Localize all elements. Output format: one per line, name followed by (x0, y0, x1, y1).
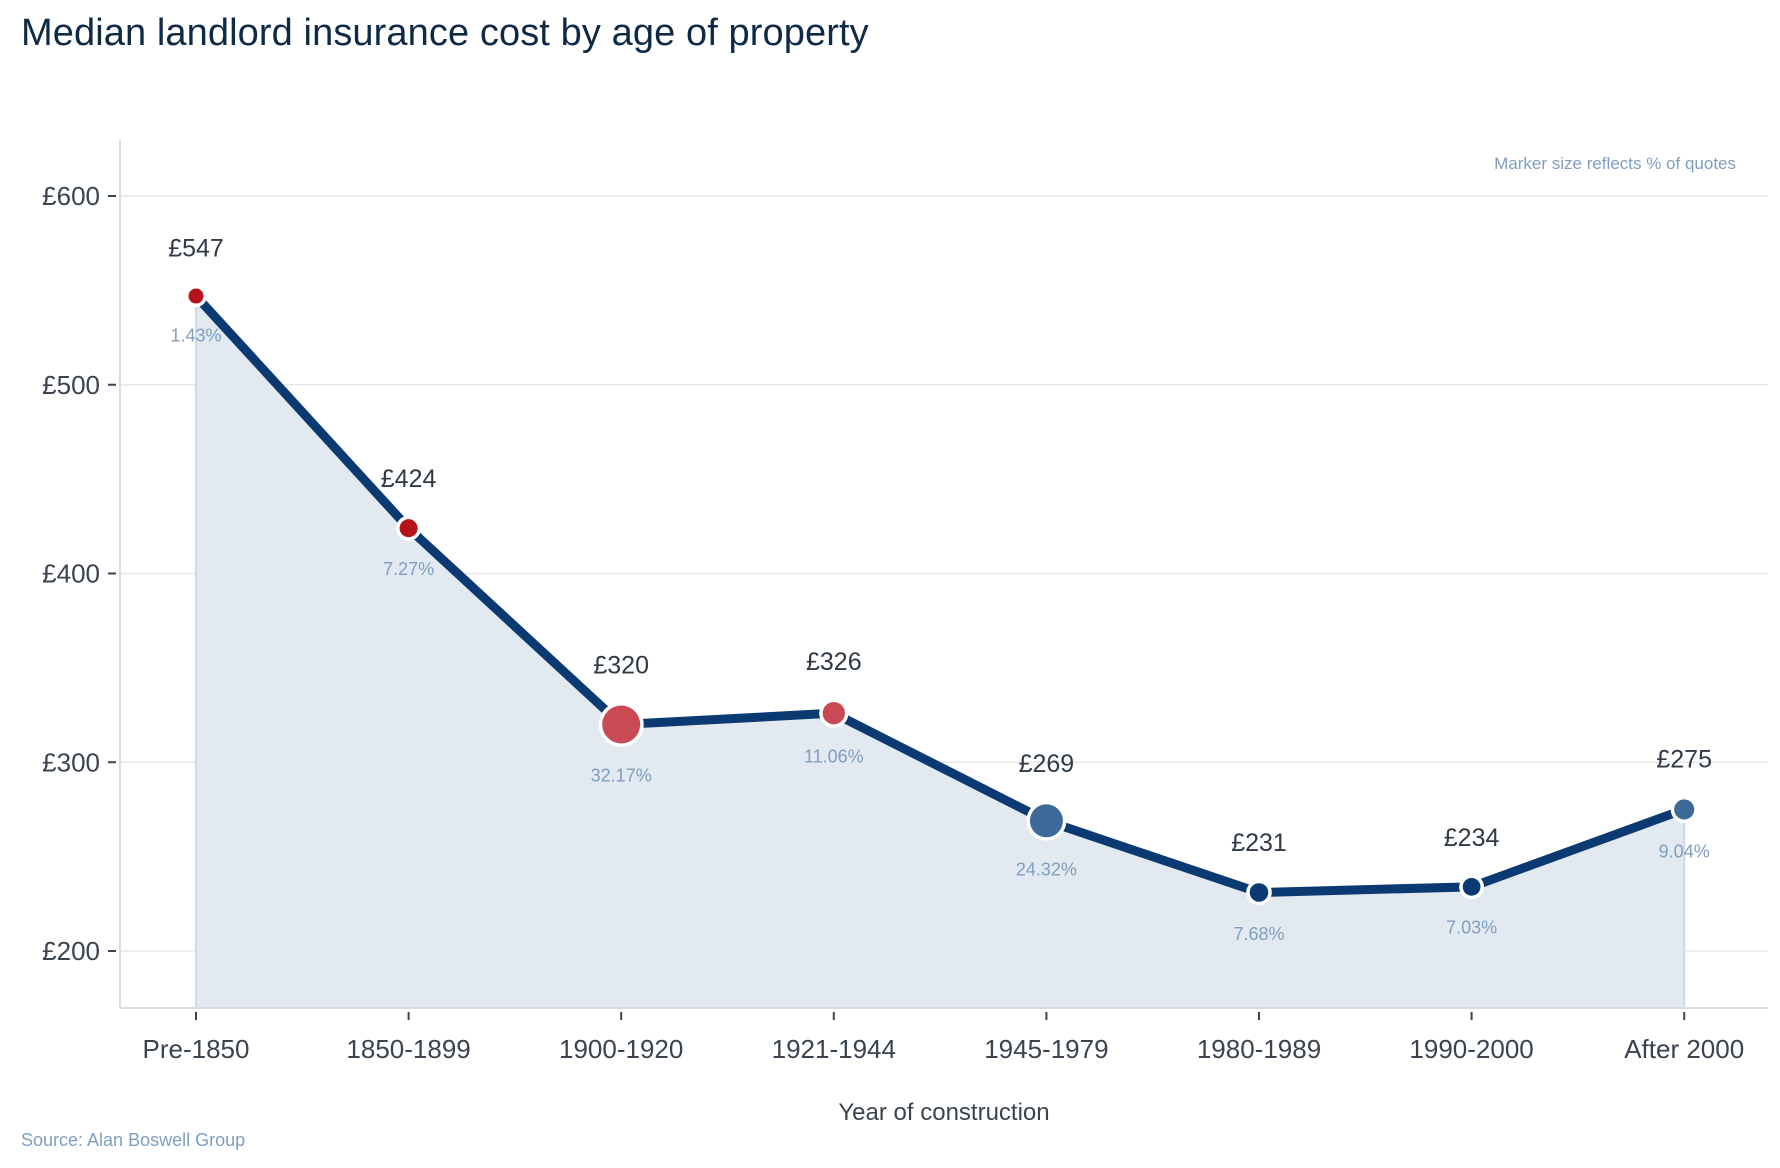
y-tick-label: £600 (42, 181, 100, 211)
y-tick-label: £300 (42, 747, 100, 777)
share-label: 11.06% (804, 746, 864, 766)
share-label: 9.04% (1659, 842, 1710, 862)
source-note: Source: Alan Boswell Group (21, 1130, 246, 1150)
y-tick-label: £500 (42, 370, 100, 400)
x-tick-label: 1850-1899 (346, 1034, 470, 1064)
share-label: 7.03% (1446, 918, 1497, 938)
data-point-marker (188, 288, 204, 304)
value-label: £547 (168, 235, 224, 263)
value-label: £326 (806, 648, 862, 676)
data-point-marker (1029, 804, 1063, 838)
value-label: £424 (381, 465, 437, 493)
x-axis-title: Year of construction (838, 1099, 1049, 1126)
value-label: £269 (1019, 750, 1075, 778)
share-label: 7.68% (1233, 924, 1284, 944)
data-point-marker (1249, 883, 1269, 902)
x-tick-label: 1900-1920 (559, 1034, 683, 1064)
x-tick-label: 1921-1944 (772, 1034, 896, 1064)
x-tick-label: After 2000 (1624, 1034, 1744, 1064)
value-label: £234 (1444, 824, 1500, 852)
line-layer (191, 291, 1689, 897)
data-point-marker (399, 519, 418, 538)
share-label: 1.43% (170, 326, 221, 346)
share-label: 24.32% (1016, 859, 1077, 879)
y-tick-label: £200 (42, 936, 100, 966)
x-tick-label: 1990-2000 (1409, 1034, 1533, 1064)
series-line (191, 291, 1689, 897)
chart-title: Median landlord insurance cost by age of… (21, 12, 869, 54)
value-label: £320 (593, 652, 649, 680)
data-point-marker (822, 702, 845, 725)
y-tick-label: £400 (42, 559, 100, 589)
share-label: 32.17% (591, 766, 652, 786)
data-labels: £547 1.43% £424 7.27% £320 32.17% £326 11.06% £2… (168, 235, 1712, 944)
value-label: £231 (1231, 829, 1287, 857)
x-tick-label: Pre-1850 (143, 1034, 250, 1064)
data-point-marker (1674, 799, 1695, 820)
marker-size-annotation: Marker size reflects % of quotes (1494, 154, 1736, 173)
data-point-marker (602, 705, 641, 744)
axes: £200 £300 £400 £500 £600 Pre-1850 1850-1899 190… (42, 140, 1768, 1064)
area-fill (196, 296, 1685, 1009)
value-label: £275 (1656, 745, 1712, 773)
data-point-marker (1462, 877, 1481, 896)
markers (185, 285, 1698, 906)
share-label: 7.27% (383, 559, 434, 579)
x-tick-label: 1980-1989 (1197, 1034, 1321, 1064)
x-tick-label: 1945-1979 (984, 1034, 1108, 1064)
area-fill-layer (195, 296, 1686, 1009)
